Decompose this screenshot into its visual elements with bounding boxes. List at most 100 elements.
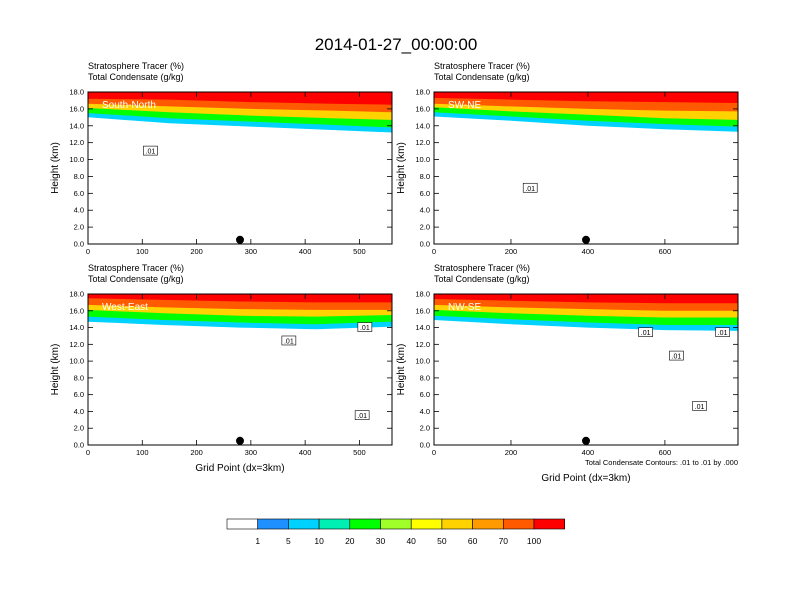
- y-tick-label: 0.0: [420, 240, 430, 249]
- colorbar-swatch: [472, 518, 504, 530]
- x-tick-label: 200: [505, 448, 518, 457]
- y-tick-label: 2.0: [74, 223, 84, 232]
- x-tick-label: 0: [432, 448, 436, 457]
- y-tick-label: 18.0: [69, 88, 84, 97]
- panels-group: .01 0.0 2.0 4.0 6.0 8.0 10.0 12.0 14.0 16.0 18.0 0 1…: [50, 61, 739, 484]
- y-tick-label: 16.0: [415, 104, 430, 113]
- y-tick-label: 4.0: [74, 206, 84, 215]
- tracer-band-100: [88, 92, 392, 105]
- y-tick-label: 0.0: [74, 441, 84, 450]
- tracer-band-100: [88, 294, 392, 303]
- contour-label: .01: [284, 338, 294, 345]
- colorbar-label: 60: [468, 536, 478, 546]
- plot-content: .01: [434, 92, 738, 244]
- figure-title: 2014-01-27_00:00:00: [315, 35, 478, 54]
- x-tick-label: 100: [136, 247, 149, 256]
- contour-label-box: [281, 335, 297, 346]
- y-tick-label: 14.0: [415, 121, 430, 130]
- y-tick-label: 12.0: [415, 138, 430, 147]
- y-tick-label: 14.0: [69, 121, 84, 130]
- y-tick-label: 8.0: [420, 373, 430, 382]
- x-tick-label: 400: [299, 448, 312, 457]
- plot-frame: [87, 91, 393, 245]
- panel-heading-tracer: Stratosphere Tracer (%): [434, 61, 530, 71]
- x-axis-label: Grid Point (dx=3km): [541, 473, 630, 484]
- x-tick-label: 600: [659, 448, 672, 457]
- colorbar-swatch: [380, 518, 412, 530]
- panel-heading-condensate: Total Condensate (g/kg): [88, 274, 184, 284]
- y-tick-label: 8.0: [74, 172, 84, 181]
- y-tick-label: 8.0: [420, 172, 430, 181]
- plot-frame: [433, 293, 739, 446]
- y-tick-label: 4.0: [420, 407, 430, 416]
- x-tick-label: 200: [190, 448, 203, 457]
- x-tick-label: 0: [432, 247, 436, 256]
- colorbar-label: 70: [499, 536, 509, 546]
- colorbar-label: 50: [437, 536, 447, 546]
- plot-content: .01: [88, 92, 392, 244]
- contour-label-box: [143, 145, 158, 156]
- y-tick-label: 2.0: [420, 223, 430, 232]
- y-axis-label: Height (km): [50, 344, 61, 396]
- location-marker: [582, 436, 590, 445]
- colorbar-swatch: [318, 518, 351, 530]
- cross-section-panel: .01 .01 .01 .01 0.0 2.0 4.0 6.0 8.0 10.0 12.0 14.0 1…: [396, 263, 739, 484]
- location-marker: [582, 235, 590, 244]
- y-tick-label: 6.0: [74, 189, 84, 198]
- colorbar-swatch: [410, 518, 443, 530]
- colorbar-swatch: [226, 518, 259, 530]
- cross-section-panel: .01 .01 .01 0.0 2.0 4.0 6.0 8.0 10.0 12.0 14.0 16.0…: [50, 263, 393, 474]
- plot-frame: [433, 91, 739, 245]
- colorbar-label: 100: [527, 536, 541, 546]
- contour-label-box: [638, 327, 653, 337]
- y-tick-label: 0.0: [420, 441, 430, 450]
- y-tick-label: 16.0: [69, 306, 84, 315]
- contour-label-box: [692, 401, 707, 411]
- y-tick-label: 2.0: [74, 424, 84, 433]
- y-tick-label: 6.0: [420, 189, 430, 198]
- x-tick-label: 400: [299, 247, 312, 256]
- contour-label: .01: [641, 330, 651, 337]
- contour-label: .01: [695, 404, 705, 411]
- colorbar-swatch: [257, 518, 289, 530]
- colorbar-label: 20: [345, 536, 355, 546]
- y-axis-label: Height (km): [396, 344, 407, 396]
- contour-label: .01: [146, 149, 156, 156]
- colorbar-label: 40: [406, 536, 416, 546]
- colorbar-swatch: [502, 518, 535, 530]
- y-tick-label: 12.0: [69, 340, 84, 349]
- location-marker: [236, 235, 244, 244]
- colorbar-label: 1: [255, 536, 260, 546]
- y-tick-label: 2.0: [420, 424, 430, 433]
- contour-label-box: [715, 327, 730, 337]
- panel-direction-label: SW-NE: [448, 100, 481, 111]
- contour-footnote: Total Condensate Contours: .01 to .01 by…: [585, 458, 738, 467]
- contour-label: .01: [360, 325, 370, 332]
- y-tick-label: 16.0: [415, 306, 430, 315]
- y-tick-label: 10.0: [415, 155, 430, 164]
- colorbar-label: 30: [376, 536, 386, 546]
- contour-label-box: [669, 350, 684, 361]
- contour-label: .01: [525, 186, 535, 193]
- cross-section-panel: .01 0.0 2.0 4.0 6.0 8.0 10.0 12.0 14.0 16.0 18.0 0 1…: [50, 61, 393, 256]
- panel-heading-condensate: Total Condensate (g/kg): [434, 274, 530, 284]
- y-tick-label: 18.0: [415, 88, 430, 97]
- y-tick-label: 16.0: [69, 104, 84, 113]
- contour-label: .01: [718, 330, 728, 337]
- y-tick-label: 10.0: [69, 357, 84, 366]
- colorbar-swatch: [533, 518, 566, 530]
- colorbar-label: 10: [314, 536, 324, 546]
- y-tick-label: 14.0: [415, 323, 430, 332]
- x-tick-label: 200: [505, 247, 518, 256]
- location-marker: [236, 436, 244, 445]
- y-tick-label: 0.0: [74, 240, 84, 249]
- colorbar-swatch: [441, 518, 473, 530]
- contour-label: .01: [672, 354, 682, 361]
- y-tick-label: 14.0: [69, 323, 84, 332]
- plot-content: .01 .01 .01 .01: [434, 294, 738, 445]
- x-axis-label: Grid Point (dx=3km): [195, 463, 284, 474]
- y-tick-label: 12.0: [415, 340, 430, 349]
- panel-direction-label: West-East: [102, 302, 148, 313]
- x-tick-label: 600: [659, 247, 672, 256]
